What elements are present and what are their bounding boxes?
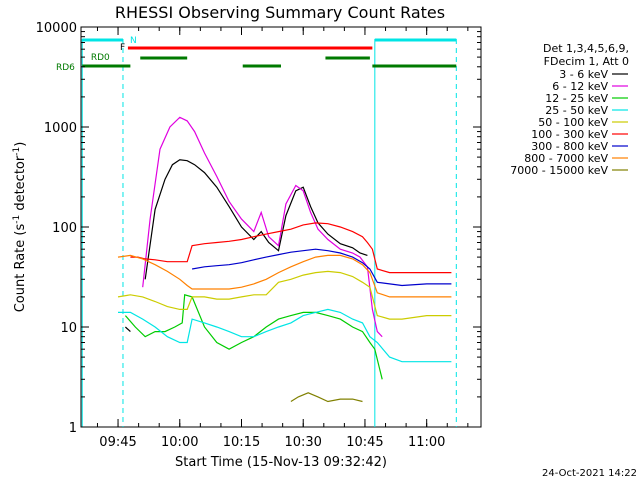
legend-label-0: 3 - 6 keV	[559, 68, 608, 81]
y-axis-label: Count Rate (s-1 detector-1)	[12, 142, 28, 313]
series-lines	[117, 116, 452, 403]
legend-label-7: 800 - 7000 keV	[524, 152, 608, 165]
legend-header-line1: Det 1,3,4,5,6,9,	[543, 42, 629, 55]
legend-label-8: 7000 - 15000 keV	[510, 164, 608, 177]
y-tick-label-4: 10000	[36, 21, 77, 36]
rd6-label: RD6	[56, 63, 75, 73]
status-bars: NF RD0 RD6	[56, 36, 457, 427]
y-tick-label-0: 1	[69, 421, 77, 436]
x-tick-label-3: 10:30	[284, 435, 321, 450]
series-line-3	[118, 308, 452, 363]
plot-frame	[80, 26, 482, 428]
series-line-2	[124, 294, 383, 380]
x-tick-label-4: 10:45	[346, 435, 383, 450]
x-axis-label: Start Time (15-Nov-13 09:32:42)	[175, 455, 387, 470]
y-tick-label-2: 100	[52, 221, 77, 236]
legend: Det 1,3,4,5,6,9, FDecim 1, Att 0 3 - 6 k…	[510, 42, 629, 177]
legend-label-4: 50 - 100 keV	[538, 116, 608, 129]
footer-date: 24-Oct-2021 14:22	[542, 468, 637, 479]
axes: 09:45 10:00 10:15 10:30 10:45 11:00 1 10 100 1000…	[36, 21, 481, 450]
x-tick-label-5: 11:00	[408, 435, 445, 450]
series-line-5	[130, 222, 452, 274]
chart-title: RHESSI Observing Summary Count Rates	[115, 3, 445, 22]
series-line-8	[290, 392, 363, 403]
series-line-6	[191, 248, 452, 287]
legend-label-6: 300 - 800 keV	[531, 140, 608, 153]
y-tick-label-1: 10	[60, 321, 77, 336]
series-line-1	[142, 116, 383, 338]
flare-label: F	[120, 43, 125, 53]
legend-label-2: 12 - 25 keV	[545, 92, 608, 105]
x-tick-label-1: 10:00	[161, 435, 198, 450]
x-tick-label-2: 10:15	[223, 435, 260, 450]
series-line-4	[117, 270, 452, 320]
legend-label-1: 6 - 12 keV	[552, 80, 608, 93]
night-label: N	[130, 36, 137, 46]
legend-header-line2: FDecim 1, Att 0	[544, 55, 629, 68]
y-tick-label-3: 1000	[44, 121, 77, 136]
x-tick-label-0: 09:45	[99, 435, 136, 450]
legend-label-5: 100 - 300 keV	[531, 128, 608, 141]
rd0-label: RD0	[91, 53, 110, 63]
legend-label-3: 25 - 50 keV	[545, 104, 608, 117]
series-line-7	[117, 254, 452, 298]
